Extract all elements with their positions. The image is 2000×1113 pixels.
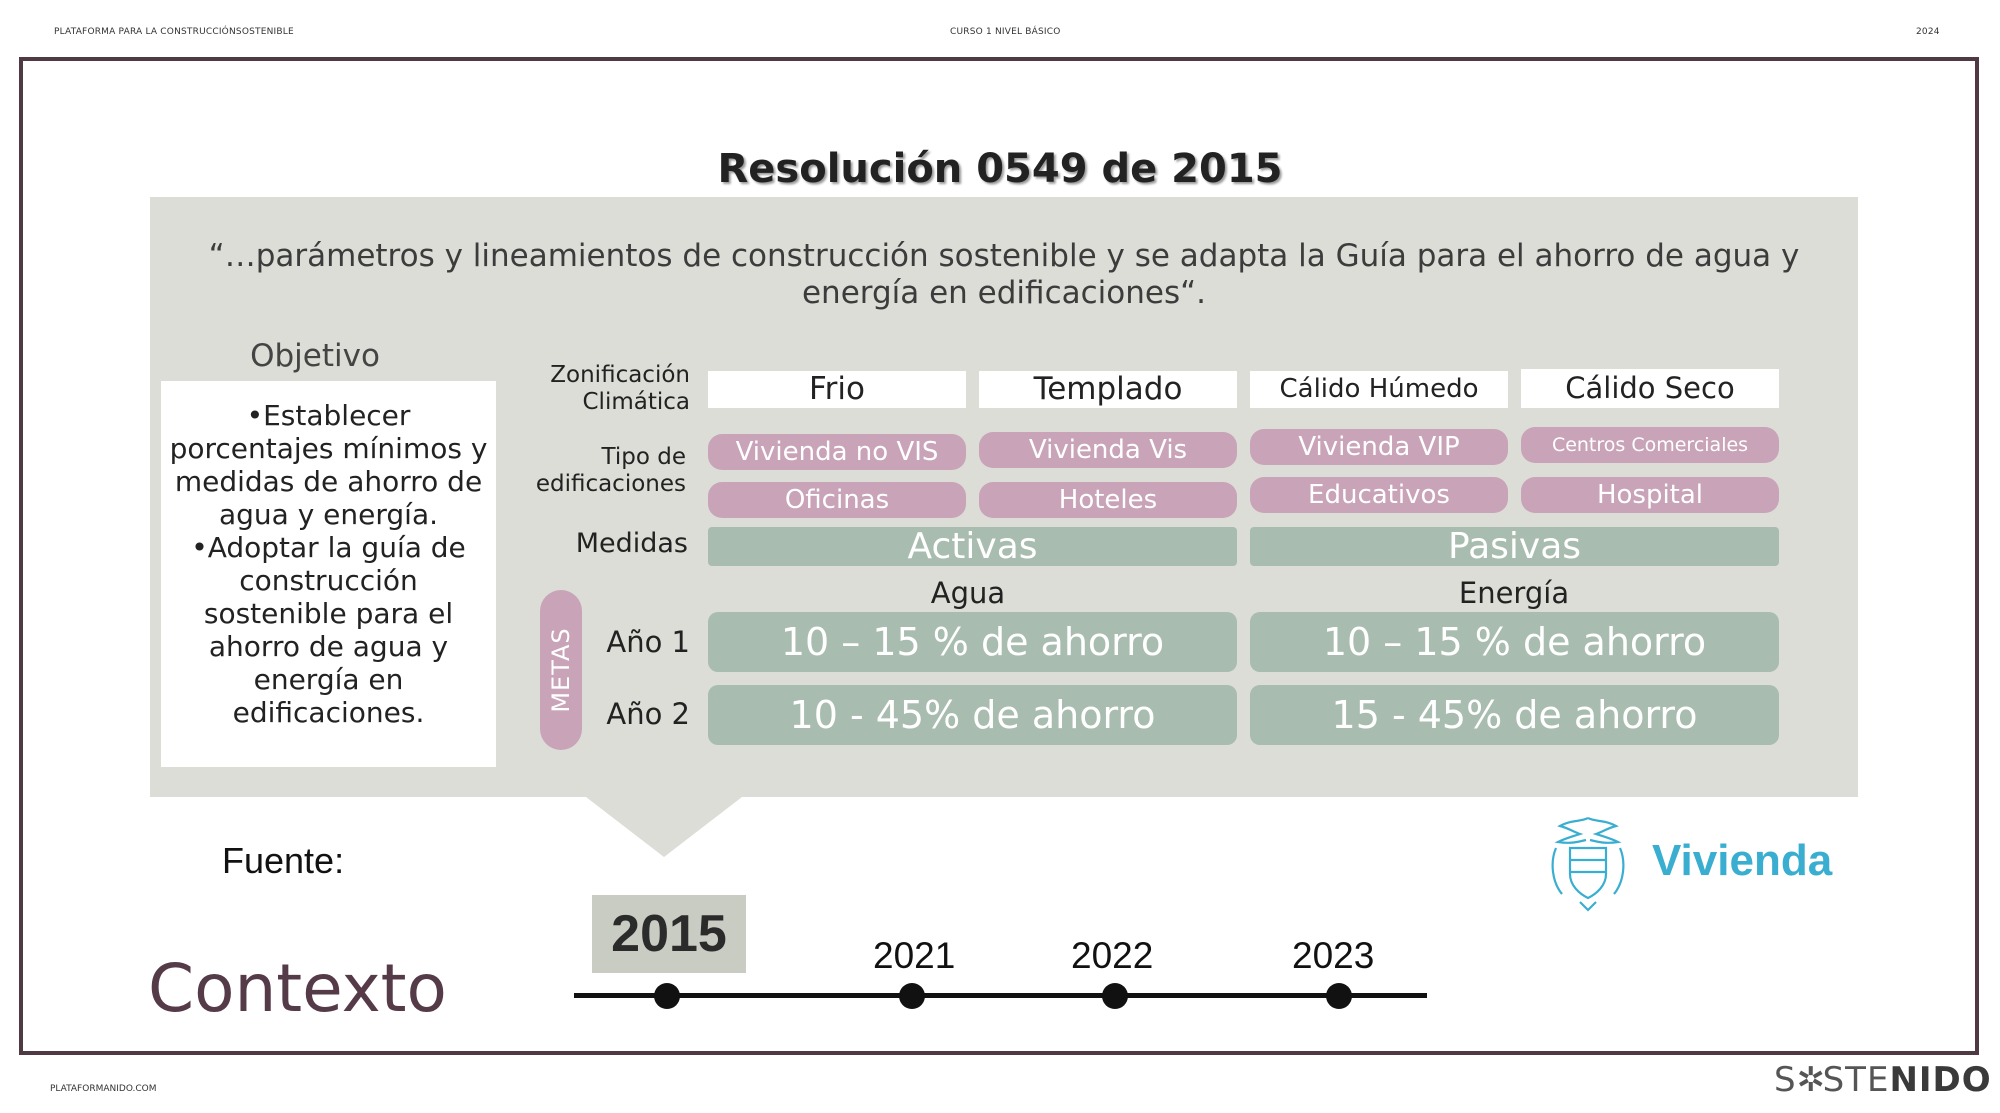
resource-energia: Energía — [1458, 576, 1570, 610]
colombia-coat-of-arms-icon — [1540, 812, 1636, 912]
medidas-label: Medidas — [575, 528, 688, 559]
quote-line-2: energía en edificaciones“. — [801, 275, 1207, 311]
timeline-dot-2015 — [654, 983, 680, 1009]
slide-frame — [19, 57, 1979, 1055]
timeline-dot-2022 — [1102, 983, 1128, 1009]
goal-energia-year1: 10 – 15 % de ahorro — [1250, 612, 1779, 672]
quote-text: “…parámetros y lineamientos de construcc… — [150, 238, 1858, 312]
type-centros-comerciales: Centros Comerciales — [1521, 427, 1779, 463]
timeline-year-highlight: 2015 — [592, 895, 746, 973]
timeline-year-2021: 2021 — [873, 935, 956, 976]
goal-agua-year2: 10 - 45% de ahorro — [708, 685, 1237, 745]
goal-energia-year2: 15 - 45% de ahorro — [1250, 685, 1779, 745]
sostenido-logo: S✲STENIDO — [1774, 1060, 1992, 1100]
resource-agua: Agua — [930, 576, 1006, 610]
section-title-contexto: Contexto — [148, 950, 447, 1027]
timeline-dot-2021 — [899, 983, 925, 1009]
year1-label: Año 1 — [606, 625, 690, 659]
slide-title: Resolución 0549 de 2015 — [717, 146, 1283, 192]
climate-frio: Frio — [708, 371, 966, 408]
type-vivienda-vis: Vivienda Vis — [979, 432, 1237, 468]
metas-label: METAS — [540, 590, 582, 750]
timeline-dot-2023 — [1326, 983, 1352, 1009]
type-hospital: Hospital — [1521, 477, 1779, 513]
header-left-text: PLATAFORMA PARA LA CONSTRUCCIÓNSOSTENIBL… — [54, 27, 294, 37]
timeline-year-2023: 2023 — [1292, 935, 1375, 976]
climate-calido-humedo: Cálido Húmedo — [1250, 371, 1508, 408]
medidas-activas: Activas — [708, 527, 1237, 566]
objective-bullet-2: •Adoptar la guía de construcción sosteni… — [191, 531, 466, 729]
type-oficinas: Oficinas — [708, 482, 966, 518]
type-hoteles: Hoteles — [979, 482, 1237, 518]
type-vivienda-vip: Vivienda VIP — [1250, 429, 1508, 465]
objective-box: •Establecer porcentajes mínimos y medida… — [161, 381, 496, 767]
fuente-label: Fuente: — [222, 840, 345, 881]
climate-templado: Templado — [979, 371, 1237, 408]
zonificacion-label: Zonificación Climática — [550, 362, 690, 415]
timeline-line — [574, 993, 1427, 998]
type-vivienda-no-vis: Vivienda no VIS — [708, 434, 966, 470]
footer-url: PLATAFORMANIDO.COM — [50, 1084, 157, 1094]
climate-calido-seco: Cálido Seco — [1521, 369, 1779, 408]
sostenido-logo-o-icon: ✲ — [1796, 1060, 1827, 1100]
tipo-label: Tipo de edificaciones — [535, 444, 686, 497]
timeline-year-2022: 2022 — [1071, 935, 1154, 976]
objective-heading: Objetivo — [250, 338, 380, 374]
header-center-text: CURSO 1 NIVEL BÁSICO — [950, 27, 1061, 37]
quote-line-1: “…parámetros y lineamientos de construcc… — [208, 238, 1800, 274]
vivienda-logo-text: Vivienda — [1652, 836, 1833, 885]
header-right-text: 2024 — [1916, 27, 1940, 37]
panel-pointer — [586, 797, 742, 857]
type-educativos: Educativos — [1250, 477, 1508, 513]
goal-agua-year1: 10 – 15 % de ahorro — [708, 612, 1237, 672]
year2-label: Año 2 — [606, 697, 690, 731]
medidas-pasivas: Pasivas — [1250, 527, 1779, 566]
objective-bullet-1: •Establecer porcentajes mínimos y medida… — [169, 399, 488, 531]
